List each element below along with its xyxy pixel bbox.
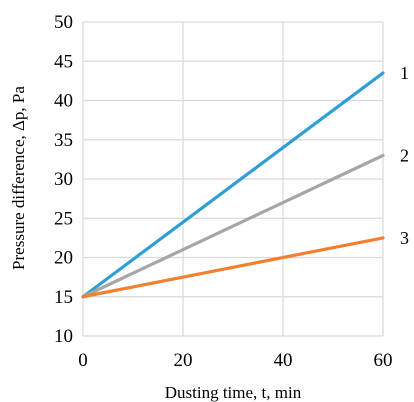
x-axis-title: Dusting time, t, min bbox=[165, 383, 302, 402]
y-tick-label: 15 bbox=[54, 287, 73, 308]
x-tick-label: 60 bbox=[374, 350, 393, 371]
series-label-1: 1 bbox=[400, 63, 409, 83]
y-tick-label: 10 bbox=[54, 326, 73, 347]
y-tick-label: 30 bbox=[54, 169, 73, 190]
series-line-2 bbox=[81, 153, 385, 299]
y-tick-label: 20 bbox=[54, 248, 73, 269]
series-line-3 bbox=[81, 236, 385, 299]
series-line-1 bbox=[81, 71, 385, 299]
series-label-3: 3 bbox=[400, 228, 409, 248]
series-end-labels: 1 2 3 bbox=[400, 63, 409, 248]
series-label-2: 2 bbox=[400, 145, 409, 165]
x-tick-label: 0 bbox=[78, 350, 88, 371]
y-tick-label: 40 bbox=[54, 91, 73, 112]
y-tick-label: 25 bbox=[54, 208, 73, 229]
y-tick-label: 35 bbox=[54, 130, 73, 151]
x-tick-labels: 0 20 40 60 bbox=[78, 350, 392, 371]
series-lines bbox=[81, 71, 385, 299]
x-tick-label: 40 bbox=[274, 350, 293, 371]
y-tick-labels: 10 15 20 25 30 35 40 45 50 bbox=[54, 12, 73, 347]
y-axis-title: Pressure difference, Δp, Pa bbox=[9, 86, 28, 270]
y-tick-label: 45 bbox=[54, 51, 73, 72]
y-tick-label: 50 bbox=[54, 12, 73, 33]
x-tick-label: 20 bbox=[174, 350, 193, 371]
